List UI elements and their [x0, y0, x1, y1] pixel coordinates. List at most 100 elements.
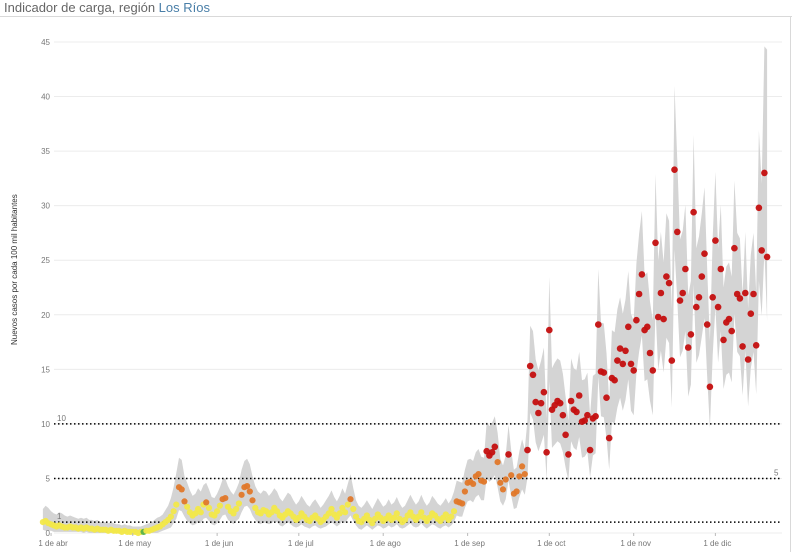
data-point-225: [652, 239, 659, 247]
data-point-203: [592, 413, 599, 420]
data-point-216: [627, 360, 635, 368]
data-point-58: [197, 509, 204, 516]
data-point-266: [763, 253, 771, 261]
data-point-196: [573, 408, 580, 416]
data-point-181: [532, 398, 539, 406]
x-tick-label-2020-10-01: 1 de oct: [537, 539, 566, 548]
data-point-68: [224, 503, 232, 510]
data-point-121: [369, 520, 376, 527]
x-tick-label-2020-12-01: 1 de dic: [703, 539, 731, 548]
data-point-150: [448, 513, 455, 520]
y-tick-label-20: 20: [41, 311, 50, 320]
x-tick-label-2020-05-01: 1 de may: [118, 539, 151, 548]
data-point-111: [342, 509, 349, 516]
data-point-218: [633, 316, 640, 324]
data-point-162: [480, 478, 488, 485]
x-tick-label-2020-08-01: 1 de ago: [370, 539, 402, 548]
data-point-200: [584, 411, 591, 419]
data-point-207: [603, 394, 610, 402]
data-point-76: [246, 488, 253, 495]
x-axis-ticks: 1 de abr 1 de may 1 de jun 1 de jul 1 de ago…: [38, 533, 731, 548]
chart-frame-top: [0, 16, 792, 17]
data-point-177: [521, 471, 528, 478]
data-point-227: [657, 289, 665, 297]
x-tick-label-2020-11-01: 1 de nov: [620, 539, 651, 548]
data-point-262: [752, 342, 760, 349]
data-point-158: [470, 480, 477, 487]
data-point-243: [701, 250, 708, 257]
data-point-223: [646, 349, 654, 357]
x-tick-label-2020-06-01: 1 de jun: [205, 539, 233, 548]
data-point-67: [222, 495, 229, 502]
data-point-204: [595, 321, 602, 328]
y-tick-label-10: 10: [41, 420, 50, 429]
data-point-106: [328, 505, 335, 513]
y-tick-label-5: 5: [46, 474, 51, 483]
data-point-155: [461, 488, 468, 495]
data-point-219: [635, 290, 643, 298]
data-point-194: [567, 397, 575, 405]
data-point-260: [747, 310, 755, 318]
data-point-215: [625, 323, 632, 331]
y-tick-label-15: 15: [41, 365, 50, 374]
data-point-241: [695, 294, 703, 301]
data-point-65: [216, 502, 223, 509]
data-point-73: [238, 491, 245, 498]
data-point-166: [491, 443, 499, 451]
data-point-180: [529, 371, 537, 379]
chart-title: Indicador de carga, región Los Ríos: [4, 0, 210, 15]
data-point-183: [537, 399, 545, 407]
data-point-77: [249, 497, 256, 504]
data-point-176: [519, 463, 526, 470]
data-point-171: [505, 451, 512, 458]
confidence-band-area: [42, 46, 768, 534]
data-point-244: [703, 321, 711, 328]
data-point-109: [336, 510, 343, 517]
threshold-label-10: 10: [57, 414, 66, 423]
y-tick-label-30: 30: [41, 202, 50, 211]
y-tick-label-40: 40: [41, 93, 50, 102]
data-point-64: [214, 508, 221, 515]
data-point-112: [344, 501, 351, 508]
data-point-185: [543, 449, 550, 456]
data-point-210: [611, 376, 618, 384]
data-point-253: [728, 327, 735, 335]
data-point-254: [731, 244, 738, 252]
y-tick-label-35: 35: [41, 147, 50, 156]
data-point-151: [450, 508, 458, 515]
threshold-label-1: 1: [57, 512, 62, 521]
data-point-197: [575, 392, 583, 399]
data-point-71: [233, 505, 240, 513]
data-point-211: [614, 357, 621, 364]
data-point-264: [758, 247, 765, 254]
data-point-49: [173, 501, 180, 508]
threshold-label-5: 5: [774, 468, 779, 477]
data-point-259: [744, 356, 752, 363]
data-point-53: [184, 503, 191, 510]
data-point-229: [663, 273, 670, 280]
data-point-247: [712, 237, 719, 244]
data-point-190: [556, 399, 564, 407]
data-point-234: [676, 297, 684, 304]
data-point-178: [524, 446, 531, 454]
data-point-186: [546, 326, 553, 334]
data-point-184: [540, 388, 548, 396]
data-point-172: [508, 472, 515, 479]
data-point-206: [600, 369, 608, 376]
data-point-232: [671, 166, 678, 173]
data-point-237: [684, 344, 692, 351]
data-point-52: [181, 498, 188, 505]
y-tick-label-25: 25: [41, 256, 50, 265]
data-point-167: [494, 459, 501, 466]
data-point-224: [649, 367, 657, 374]
data-points: [39, 166, 771, 537]
data-point-245: [706, 383, 714, 391]
data-point-246: [709, 294, 716, 301]
data-point-252: [725, 315, 733, 323]
data-point-250: [720, 336, 727, 344]
data-point-168: [497, 479, 504, 486]
data-point-249: [717, 265, 725, 273]
data-point-228: [660, 315, 667, 323]
data-point-174: [513, 488, 520, 495]
